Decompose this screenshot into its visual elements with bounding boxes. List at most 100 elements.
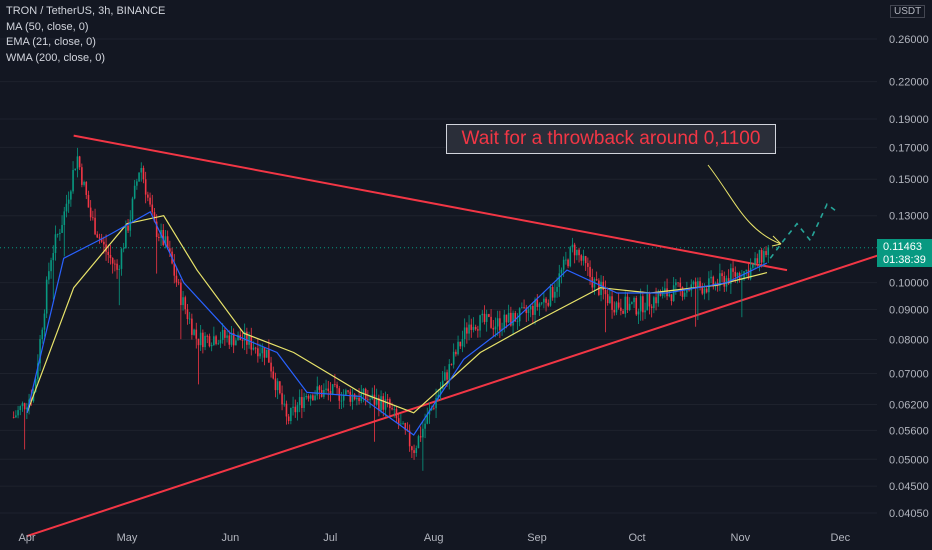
candle-body: [72, 169, 74, 192]
price-tick-label: 0.13000: [889, 211, 929, 223]
candle: [188, 311, 191, 325]
candle-body: [606, 294, 609, 304]
candle-body: [96, 234, 99, 238]
candle-body: [303, 397, 305, 409]
candle-body: [692, 281, 695, 285]
candle-body: [56, 233, 59, 235]
candle-body: [569, 247, 572, 267]
candle-body: [164, 236, 167, 245]
candle-body: [562, 259, 565, 270]
candle: [683, 289, 686, 300]
price-axis[interactable]: 0.26000 0.22000 0.19000 0.17000 0.15000 0.130…: [889, 34, 929, 520]
candle-body: [598, 280, 600, 295]
candle: [496, 310, 499, 336]
candle-body: [61, 224, 63, 233]
candle-body: [158, 237, 160, 238]
candle: [327, 380, 330, 401]
candle-body: [43, 313, 46, 330]
candle: [459, 341, 462, 349]
candle: [485, 309, 488, 332]
candle-body: [466, 327, 468, 334]
legend-symbol[interactable]: TRON / TetherUS, 3h, BINANCE: [6, 5, 166, 17]
candle-body: [358, 397, 360, 402]
candle: [521, 302, 523, 309]
candle-body: [736, 273, 739, 277]
candle: [334, 374, 336, 388]
candle: [650, 304, 653, 318]
candle-body: [595, 279, 598, 281]
candle-body: [34, 378, 37, 392]
candle: [87, 190, 90, 208]
candle-body: [655, 297, 657, 304]
candle-body: [483, 313, 486, 322]
candle-body: [270, 362, 272, 372]
candle-body: [305, 395, 308, 398]
candle-body: [327, 388, 330, 392]
candle: [274, 372, 277, 398]
candle: [604, 280, 607, 333]
candle-body: [351, 394, 354, 402]
candle-body: [180, 282, 182, 306]
candle-body: [340, 400, 343, 402]
candle-body: [688, 289, 690, 291]
candle-body: [347, 390, 349, 392]
candle-body: [494, 326, 497, 330]
candle-body: [611, 296, 613, 310]
candle-body: [208, 336, 211, 347]
candle-body: [573, 244, 576, 256]
candle: [670, 294, 673, 306]
candle-body: [65, 203, 68, 212]
candle-body: [318, 386, 321, 391]
candle: [217, 340, 220, 345]
annotation-text[interactable]: Wait for a throwback around 0,1100: [446, 124, 776, 154]
candle-body: [353, 394, 356, 400]
candle: [593, 277, 596, 295]
candle-body: [87, 194, 90, 208]
candle: [166, 230, 169, 250]
candle: [675, 278, 677, 295]
candle-body: [635, 297, 638, 315]
ema-21-line: [26, 210, 768, 436]
candle: [719, 263, 721, 292]
candle-body: [301, 397, 303, 409]
candle-body: [103, 241, 105, 245]
candle: [83, 180, 85, 187]
candle-body: [686, 289, 688, 293]
candle-body: [529, 305, 532, 310]
candle-body: [558, 273, 561, 287]
candle-body: [182, 297, 184, 306]
legend: TRON / TetherUS, 3h, BINANCE MA (50, clo…: [6, 4, 165, 66]
candle: [336, 381, 338, 395]
candle: [331, 384, 334, 396]
candle: [389, 397, 391, 417]
candle: [369, 394, 371, 409]
candle-body: [620, 307, 622, 311]
candle-body: [188, 318, 191, 320]
legend-ma[interactable]: MA (50, close, 0): [6, 20, 89, 33]
candle: [208, 333, 211, 348]
candle: [712, 275, 715, 290]
candle-body: [224, 330, 226, 338]
candle-body: [400, 423, 402, 425]
candle: [149, 192, 151, 207]
candle-body: [177, 282, 180, 284]
legend-ema[interactable]: EMA (21, close, 0): [6, 36, 96, 48]
candle: [635, 295, 638, 316]
candle-body: [142, 167, 145, 180]
candle-body: [488, 314, 490, 317]
candle-body: [349, 391, 352, 402]
currency-unit[interactable]: USDT: [890, 5, 926, 18]
candle-body: [514, 312, 517, 322]
candle-body: [668, 294, 671, 297]
candle: [362, 388, 365, 403]
candle: [595, 271, 598, 281]
support-trendline: [26, 246, 904, 537]
time-axis[interactable]: Apr May Jun Jul Aug Sep Oct Nov Dec: [18, 532, 850, 544]
candle-body: [622, 310, 624, 314]
legend-wma[interactable]: WMA (200, close, 0): [6, 51, 106, 64]
candle: [743, 270, 745, 281]
candle: [703, 283, 706, 300]
candle: [705, 286, 708, 294]
candle: [721, 270, 723, 283]
